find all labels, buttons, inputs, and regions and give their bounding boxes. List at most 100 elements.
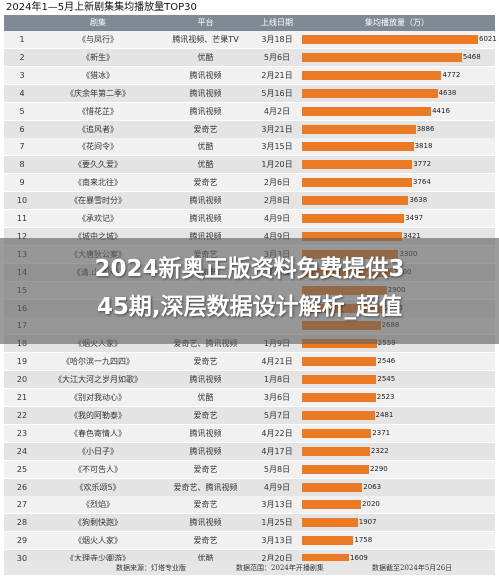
bar-value-label: 2546 [377,357,396,366]
bar [302,518,358,528]
row-date: 5月16日 [261,88,293,98]
footer-cutoff: 数据截至2024年5月26日 [372,564,453,572]
row-name: 《小日子》 [78,446,118,456]
row-name: 《新生》 [82,52,114,62]
row-rank: 5 [19,106,25,116]
table-row: 7 《花间令》 优酷 3月15日 3818 [4,138,495,156]
bar-value-label: 6021 [479,35,497,43]
bar-value-label: 2481 [375,410,394,419]
footer: 数据来源：灯塔专业版 数据范围：2024年开播剧集 数据截至2024年5月26日 [4,561,495,575]
bar [302,35,478,44]
bar-value-label: 3764 [413,178,431,187]
table-row: 9 《南来北往》 爱奇艺 2月6日 3764 [4,174,495,192]
row-rank: 24 [16,446,28,456]
row-platform: 爱奇艺 [193,124,218,134]
row-name: 《哈尔滨一九四四》 [62,357,134,367]
footer-scope: 数据范围：2024年开播剧集 [236,564,324,572]
table-header: 剧集 平台 上线日期 集均播放量（万） [4,15,495,31]
row-rank: 20 [16,375,28,385]
row-date: 1月8日 [263,375,291,385]
row-date: 3月13日 [261,500,293,510]
bar-value-label: 2063 [363,482,382,491]
bar [302,106,432,116]
row-name: 《春色寄情人》 [70,428,126,438]
row-name: 《庆余年第二季》 [66,88,130,98]
bar [302,124,416,134]
header-value: 集均播放量（万） [365,18,429,27]
bar-value-label: 1758 [354,536,373,545]
bar-value-label: 2523 [376,393,395,401]
bar [302,88,438,98]
row-rank: 6 [19,124,25,134]
row-name: 《猎冰》 [82,70,114,80]
bar [302,70,442,80]
table-row: 5 《惜花芷》 腾讯视频 4月2日 4416 [4,102,495,120]
header-platform: 平台 [197,18,214,27]
watermark-text: 2024新奥正版资料免费提供3 45期,深层数据设计解析_超值 [0,250,499,326]
bar-value-label: 1609 [350,554,368,563]
row-rank: 27 [16,500,28,510]
row-rank: 3 [19,70,25,80]
row-platform: 爱奇艺 [193,464,218,474]
bar-value-label: 4638 [438,88,457,97]
bar-value-label: 2290 [369,464,388,473]
row-name: 《大江大河之岁月如歌》 [54,375,142,385]
row-name: 《欢乐颂5》 [75,482,121,492]
row-name: 《在暴雪时分》 [70,196,126,206]
table-row: 2 《新生》 优酷 5月6日 5468 [4,48,495,66]
watermark-overlay [0,238,499,344]
row-rank: 29 [16,536,28,546]
row-rank: 19 [16,357,28,367]
row-platform: 腾讯视频 [189,231,222,241]
row-platform: 腾讯视频、芒果TV [172,35,239,44]
bar-value-label: 2322 [370,446,389,455]
row-platform: 腾讯视频 [189,446,222,456]
row-rank: 2 [19,52,25,62]
bar [302,536,354,546]
table-row: 10 《在暴雪时分》 腾讯视频 2月8日 3638 [4,192,495,210]
row-name: 《别对我动心》 [70,393,126,402]
bar-value-label: 3421 [402,231,421,240]
table-row: 20 《大江大河之岁月如歌》 腾讯视频 1月8日 2545 [4,371,495,389]
row-rank: 11 [16,214,28,223]
footer-source: 数据来源：灯塔专业版 [116,564,186,572]
bar [302,196,409,206]
bar [302,500,362,510]
table-row: 25 《不可告人》 爱奇艺 5月8日 2290 [4,460,495,478]
row-rank: 22 [16,410,28,420]
bar [302,410,375,420]
row-rank: 10 [16,196,28,206]
row-platform: 爱奇艺 [193,357,218,367]
row-date: 2月6日 [263,178,291,188]
row-name: 《大理寺少卿游》 [66,554,130,564]
table-row: 22 《我的阿勒泰》 爱奇艺 5月7日 2481 [4,406,495,424]
table-row: 6 《追风者》 爱奇艺 3月21日 3886 [4,120,495,138]
row-platform: 腾讯视频 [189,518,222,528]
row-date: 4月22日 [261,428,293,438]
bar-value-label: 4416 [432,106,450,115]
bar-value-label: 2371 [372,428,391,437]
row-rank: 4 [19,88,25,98]
row-date: 5月7日 [263,410,291,420]
row-rank: 30 [16,554,28,564]
row-rank: 25 [16,464,28,474]
bar-value-label: 5468 [462,52,481,61]
bar [302,52,462,62]
row-date: 4月9日 [263,482,291,492]
bar [302,446,370,456]
row-rank: 12 [16,231,28,241]
row-date: 1月20日 [261,160,293,170]
table-row: 27 《烈焰》 爱奇艺 3月13日 2020 [4,496,495,514]
row-rank: 21 [16,393,28,402]
row-platform: 腾讯视频 [189,88,222,98]
table-row: 24 《小日子》 腾讯视频 4月17日 2322 [4,442,495,460]
row-name: 《花间令》 [78,142,118,152]
row-platform: 优酷 [197,393,214,402]
row-name: 《追风者》 [78,124,118,134]
table-row: 23 《春色寄情人》 腾讯视频 4月22日 2371 [4,424,495,442]
bar-value-label: 3497 [405,214,424,222]
row-rank: 8 [19,160,25,170]
row-date: 3月21日 [261,124,293,134]
row-platform: 爱奇艺 [193,410,218,420]
bar [302,357,377,367]
